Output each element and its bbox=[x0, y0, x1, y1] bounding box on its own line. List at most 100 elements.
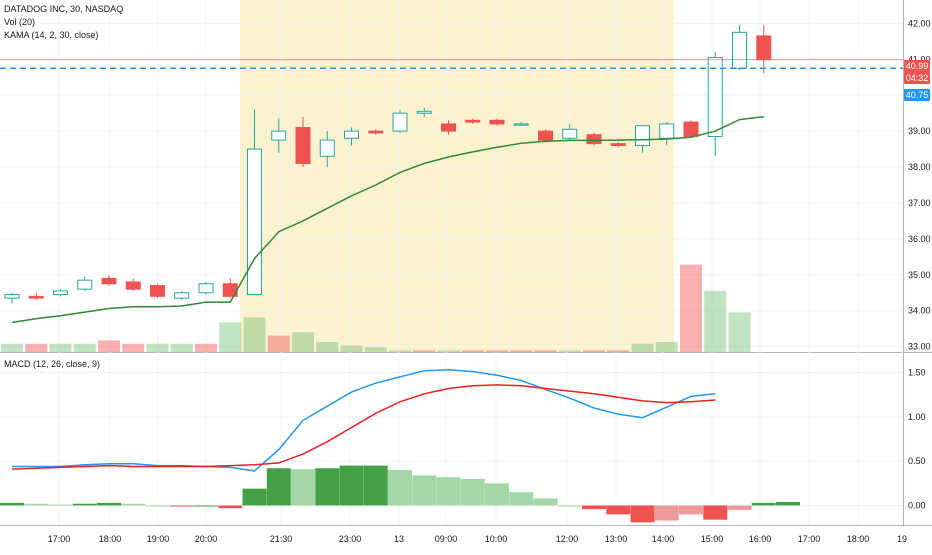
price-tick-label: 41.00 bbox=[908, 54, 931, 64]
volume-bar bbox=[219, 322, 242, 352]
volume-bar bbox=[437, 350, 460, 352]
macd-tick-label: 0.50 bbox=[908, 456, 926, 466]
time-tick-label: 21:30 bbox=[270, 534, 293, 544]
candle-body bbox=[441, 123, 456, 132]
signal-line bbox=[11, 384, 716, 470]
volume-bar bbox=[413, 350, 436, 352]
candle-body bbox=[125, 281, 141, 290]
candle-body bbox=[489, 119, 505, 125]
histogram-bar bbox=[485, 483, 509, 506]
histogram-bar bbox=[0, 502, 24, 506]
session-highlight bbox=[240, 0, 674, 352]
volume-bar bbox=[364, 347, 387, 352]
histogram-bar bbox=[776, 501, 800, 506]
histogram-bar bbox=[460, 478, 485, 506]
volume-bar bbox=[340, 345, 363, 352]
time-tick-label: 20:00 bbox=[195, 534, 218, 544]
volume-legend[interactable]: Vol (20) bbox=[4, 17, 36, 27]
kama-legend[interactable]: KAMA (14, 2, 30, close) bbox=[4, 30, 99, 40]
candle-body bbox=[4, 294, 20, 299]
price-tick-label: 33.00 bbox=[908, 342, 931, 352]
candle-body bbox=[77, 279, 93, 290]
price-tick-label: 35.00 bbox=[908, 270, 931, 280]
histogram-bar bbox=[315, 468, 340, 506]
volume-bar bbox=[486, 350, 508, 352]
candle-body bbox=[538, 130, 553, 141]
volume-bar bbox=[510, 350, 533, 352]
candle-body bbox=[416, 110, 432, 114]
histogram-bar bbox=[291, 469, 315, 506]
candle-body bbox=[198, 283, 214, 294]
volume-bar bbox=[461, 350, 484, 352]
volume-bar bbox=[728, 312, 751, 352]
price-tick-label: 42.00 bbox=[908, 18, 931, 28]
volume-bar bbox=[73, 343, 96, 352]
price-tick-label: 36.00 bbox=[908, 234, 931, 244]
time-tick-label: 10:00 bbox=[485, 534, 508, 544]
symbol-legend[interactable]: DATADOG INC, 30, NASDAQ bbox=[4, 4, 124, 14]
macd-line bbox=[12, 369, 716, 472]
candle-body bbox=[659, 123, 675, 139]
time-tick-label: 13:00 bbox=[605, 534, 628, 544]
histogram-bar bbox=[412, 475, 437, 506]
volume-bar bbox=[704, 290, 727, 352]
histogram-bar bbox=[218, 505, 243, 509]
histogram-bar bbox=[72, 503, 97, 506]
time-tick-label: 15:00 bbox=[701, 534, 724, 544]
time-tick-label: 18:00 bbox=[847, 534, 870, 544]
volume-bar bbox=[25, 343, 48, 352]
histogram-bar bbox=[97, 502, 121, 506]
histogram-bar bbox=[727, 505, 752, 510]
volume-bar bbox=[292, 332, 314, 352]
volume-bar bbox=[98, 340, 120, 352]
histogram-bar bbox=[388, 470, 412, 506]
candle-body bbox=[635, 125, 650, 146]
time-tick-label: 23:00 bbox=[339, 534, 362, 544]
histogram-bar bbox=[339, 465, 364, 506]
candle-body bbox=[295, 127, 311, 164]
volume-bar bbox=[583, 350, 605, 352]
macd-histogram bbox=[0, 465, 800, 523]
histogram-bar bbox=[266, 468, 291, 506]
volume-bar bbox=[1, 343, 23, 352]
candle-body bbox=[174, 292, 190, 299]
volume-bar bbox=[267, 335, 290, 352]
histogram-bar bbox=[606, 505, 631, 515]
time-tick-label: 17:00 bbox=[798, 534, 821, 544]
volume-bar bbox=[558, 350, 581, 352]
macd-axis[interactable]: 1.50 1.00 0.50 0.00 bbox=[908, 368, 926, 511]
time-tick-label: 19:00 bbox=[147, 534, 170, 544]
histogram-bar bbox=[242, 488, 267, 506]
time-tick-label: 09:00 bbox=[435, 534, 458, 544]
histogram-bar bbox=[436, 477, 461, 506]
candle-body bbox=[586, 134, 602, 145]
price-tick-label: 34.00 bbox=[908, 306, 931, 316]
time-axis[interactable]: 17:00 18:00 19:00 20:00 21:30 23:00 13 09:00 10:… bbox=[48, 534, 907, 544]
candle-body bbox=[344, 130, 359, 139]
histogram-bar bbox=[582, 505, 606, 510]
candle-body bbox=[707, 56, 723, 137]
histogram-bar bbox=[24, 503, 49, 506]
volume-bar bbox=[534, 350, 557, 352]
volume-bar bbox=[607, 350, 630, 352]
macd-tick-label: 1.00 bbox=[908, 412, 926, 422]
volume-bar bbox=[170, 343, 193, 352]
volume-bar bbox=[195, 343, 217, 352]
candle-body bbox=[610, 143, 626, 146]
time-tick-label: 12:00 bbox=[556, 534, 579, 544]
macd-tick-label: 0.00 bbox=[908, 500, 926, 510]
grid bbox=[0, 0, 903, 525]
histogram-bar bbox=[630, 505, 655, 523]
histogram-bar bbox=[145, 505, 170, 507]
price-tick-label: 37.00 bbox=[908, 198, 931, 208]
histogram-bar bbox=[194, 505, 218, 507]
volume-bars bbox=[1, 264, 751, 352]
histogram-bar bbox=[363, 465, 388, 506]
volume-bar bbox=[680, 264, 702, 352]
candle-body bbox=[271, 130, 287, 141]
macd-legend[interactable]: MACD (12, 26, close, 9) bbox=[4, 359, 101, 369]
volume-bar bbox=[631, 343, 654, 352]
histogram-bar bbox=[703, 505, 728, 520]
